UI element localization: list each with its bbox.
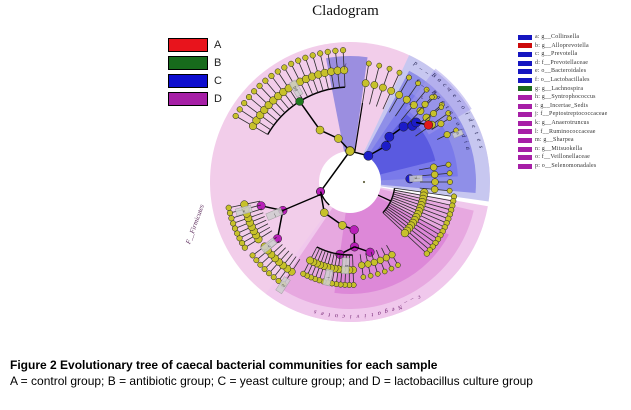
svg-text:F__Firmicutes: F__Firmicutes <box>184 203 206 246</box>
svg-text:c: c <box>421 95 423 100</box>
svg-text:i: i <box>350 313 352 320</box>
